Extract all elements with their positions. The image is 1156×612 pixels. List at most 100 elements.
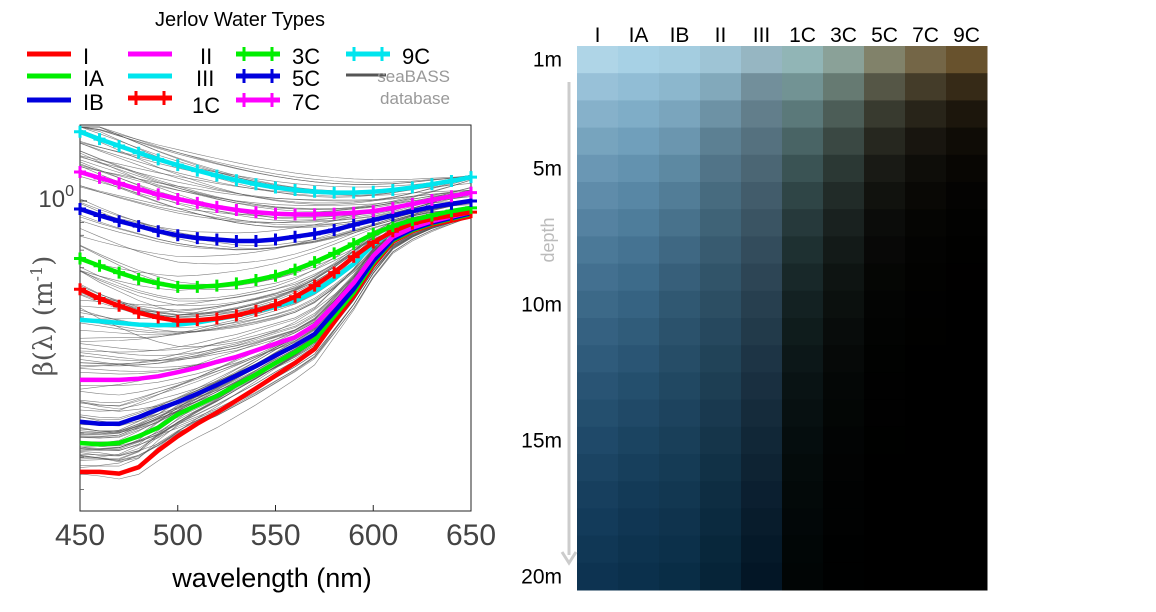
- series-marker: [113, 139, 126, 152]
- series-marker: [328, 266, 341, 279]
- seabass-spectrum-line: [79, 216, 472, 480]
- grid-cell: [659, 236, 701, 265]
- grid-cell: [946, 100, 988, 129]
- series-marker: [269, 181, 282, 194]
- grid-cell: [618, 127, 660, 156]
- legend-entry: III: [128, 66, 214, 91]
- x-tick-label: 550: [250, 519, 300, 552]
- y-axis-label-exponent: -1: [27, 266, 46, 282]
- chart-title: Jerlov Water Types: [155, 9, 325, 31]
- grid-cell: [700, 209, 742, 237]
- grid-cell: [659, 209, 701, 237]
- series-marker: [308, 185, 321, 198]
- grid-cell: [946, 236, 988, 265]
- series-marker: [93, 133, 106, 146]
- y-tick-exponent: 0: [65, 183, 74, 200]
- grid-cell: [618, 535, 660, 564]
- grid-cell: [741, 127, 783, 156]
- legend-entry: 3C: [236, 44, 320, 69]
- grid-cell: [577, 127, 619, 156]
- series-marker: [191, 196, 204, 209]
- grid-cell: [823, 508, 865, 537]
- grid-cell: [782, 290, 824, 319]
- y-tick-label: 100: [38, 183, 74, 213]
- seabass-spectrum-line: [79, 126, 472, 181]
- spectra-chart: Jerlov Water Types 450 500 550 600 650 100 β…: [27, 9, 496, 593]
- x-ticks: 450 500 550 600 650: [55, 505, 496, 552]
- grid-cell: [823, 345, 865, 373]
- grid-cell: [741, 454, 783, 482]
- grid-cell: [782, 46, 824, 74]
- grid-cell: [905, 73, 947, 101]
- grid-cell: [905, 236, 947, 265]
- grid-cell: [946, 535, 988, 564]
- grid-cell: [741, 46, 783, 74]
- grid-cell: [823, 454, 865, 482]
- depth-label: 1m: [533, 49, 562, 72]
- seabass-spectrum-line: [79, 208, 472, 277]
- grid-cell: [905, 100, 947, 129]
- grid-cell: [618, 263, 660, 292]
- depth-axis-label: depth: [538, 217, 558, 262]
- series-marker: [230, 204, 243, 217]
- seabass-spectrum-line: [79, 201, 472, 250]
- x-tick-label: 650: [446, 519, 496, 552]
- grid-cell: [946, 73, 988, 101]
- series-lines: [74, 125, 477, 476]
- legend-entry: 7C: [236, 90, 320, 115]
- grid-cell: [946, 345, 988, 373]
- grid-cell: [905, 562, 947, 591]
- series-marker: [93, 171, 106, 184]
- series-marker: [210, 200, 223, 213]
- series-marker: [93, 209, 106, 222]
- grid-cell: [823, 209, 865, 237]
- seabass-spectrum-line: [79, 169, 472, 227]
- grid-cell: [618, 182, 660, 210]
- grid-cell: [618, 345, 660, 373]
- legend-marker: [238, 93, 250, 107]
- grid-cell: [741, 562, 783, 591]
- grid-cell: [741, 100, 783, 129]
- grid-cell: [577, 100, 619, 129]
- grid-cell: [659, 454, 701, 482]
- grid-cell: [700, 318, 742, 346]
- grid-cell: [700, 481, 742, 509]
- grid-cell: [823, 263, 865, 292]
- column-header-9c: 9C: [953, 24, 980, 47]
- legend-marker: [348, 47, 360, 61]
- grid-cell: [659, 154, 701, 183]
- y-axis-label: β(λ) (m-1): [27, 256, 59, 377]
- grid-cell: [823, 182, 865, 210]
- grid-cell: [782, 454, 824, 482]
- grid-cell: [700, 73, 742, 101]
- grid-cell: [700, 426, 742, 455]
- grid-cell: [782, 508, 824, 537]
- column-header-ia: IA: [629, 24, 649, 47]
- grid-cell: [905, 182, 947, 210]
- series-marker: [113, 299, 126, 312]
- grid-cell: [618, 290, 660, 319]
- series-marker: [386, 184, 399, 197]
- grid-cell: [577, 154, 619, 183]
- grid-cell: [618, 46, 660, 74]
- series-marker: [367, 185, 380, 198]
- grid-cell: [741, 236, 783, 265]
- series-marker: [171, 229, 184, 242]
- grid-cell: [659, 46, 701, 74]
- grid-cell: [864, 46, 906, 74]
- grid-cell: [700, 508, 742, 537]
- series-9c: [74, 125, 477, 199]
- grid-cell: [577, 182, 619, 210]
- grid-cell: [577, 236, 619, 265]
- series-marker: [210, 233, 223, 246]
- series-marker: [347, 186, 360, 199]
- grid-cell: [659, 73, 701, 101]
- legend-entry: IB: [27, 90, 104, 115]
- legend-marker: [266, 47, 278, 61]
- grid-cell: [659, 426, 701, 455]
- seabass-spectrum-line: [79, 166, 472, 201]
- grid-cell: [864, 481, 906, 509]
- grid-cell: [946, 372, 988, 401]
- grid-cell: [782, 154, 824, 183]
